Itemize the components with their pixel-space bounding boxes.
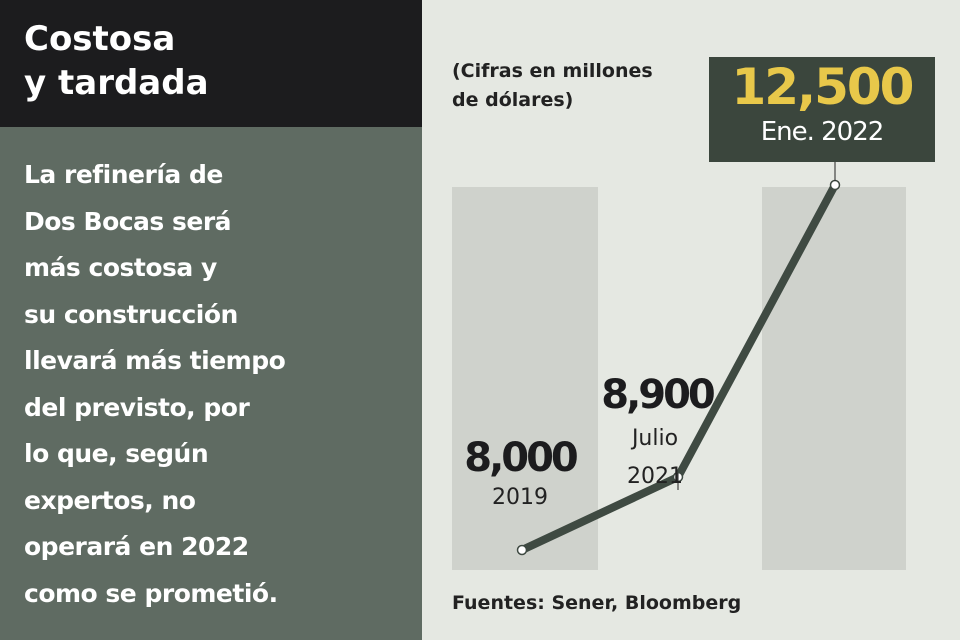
body-line: expertos, no	[24, 485, 196, 515]
body-line: más costosa y	[24, 253, 217, 282]
category-label: Ene. 2022	[760, 117, 885, 147]
source: Fuentes: Sener, Bloomberg	[452, 592, 742, 614]
body-line: Dos Bocas será	[24, 206, 232, 236]
column-bg	[452, 187, 598, 570]
body-line: del previsto, por	[24, 392, 250, 422]
value-label: 12,500	[731, 58, 915, 116]
title-line: Costosa	[24, 19, 176, 59]
subtitle-line: de dólares)	[452, 89, 574, 111]
column-bg	[762, 187, 906, 570]
title-line: y tardada	[24, 63, 209, 103]
body-line: lo que, según	[24, 439, 209, 468]
value-label: 8,000	[464, 435, 579, 481]
body-line: como se prometió.	[24, 578, 278, 608]
value-label: 8,900	[601, 372, 716, 418]
callout-box	[709, 57, 935, 162]
body-panel	[0, 127, 422, 640]
body-line: su construcción	[24, 299, 238, 329]
category-label: 2019	[492, 485, 548, 510]
category-label: Julio 2021	[627, 426, 683, 489]
point	[829, 179, 841, 191]
subtitle-line: (Cifras en millones	[452, 60, 653, 82]
body-line: llevará más tiempo	[24, 346, 286, 375]
body-line: operará en 2022	[24, 532, 249, 561]
title-box	[0, 0, 422, 127]
point	[516, 544, 528, 556]
body-line: La refinería de	[24, 160, 223, 189]
